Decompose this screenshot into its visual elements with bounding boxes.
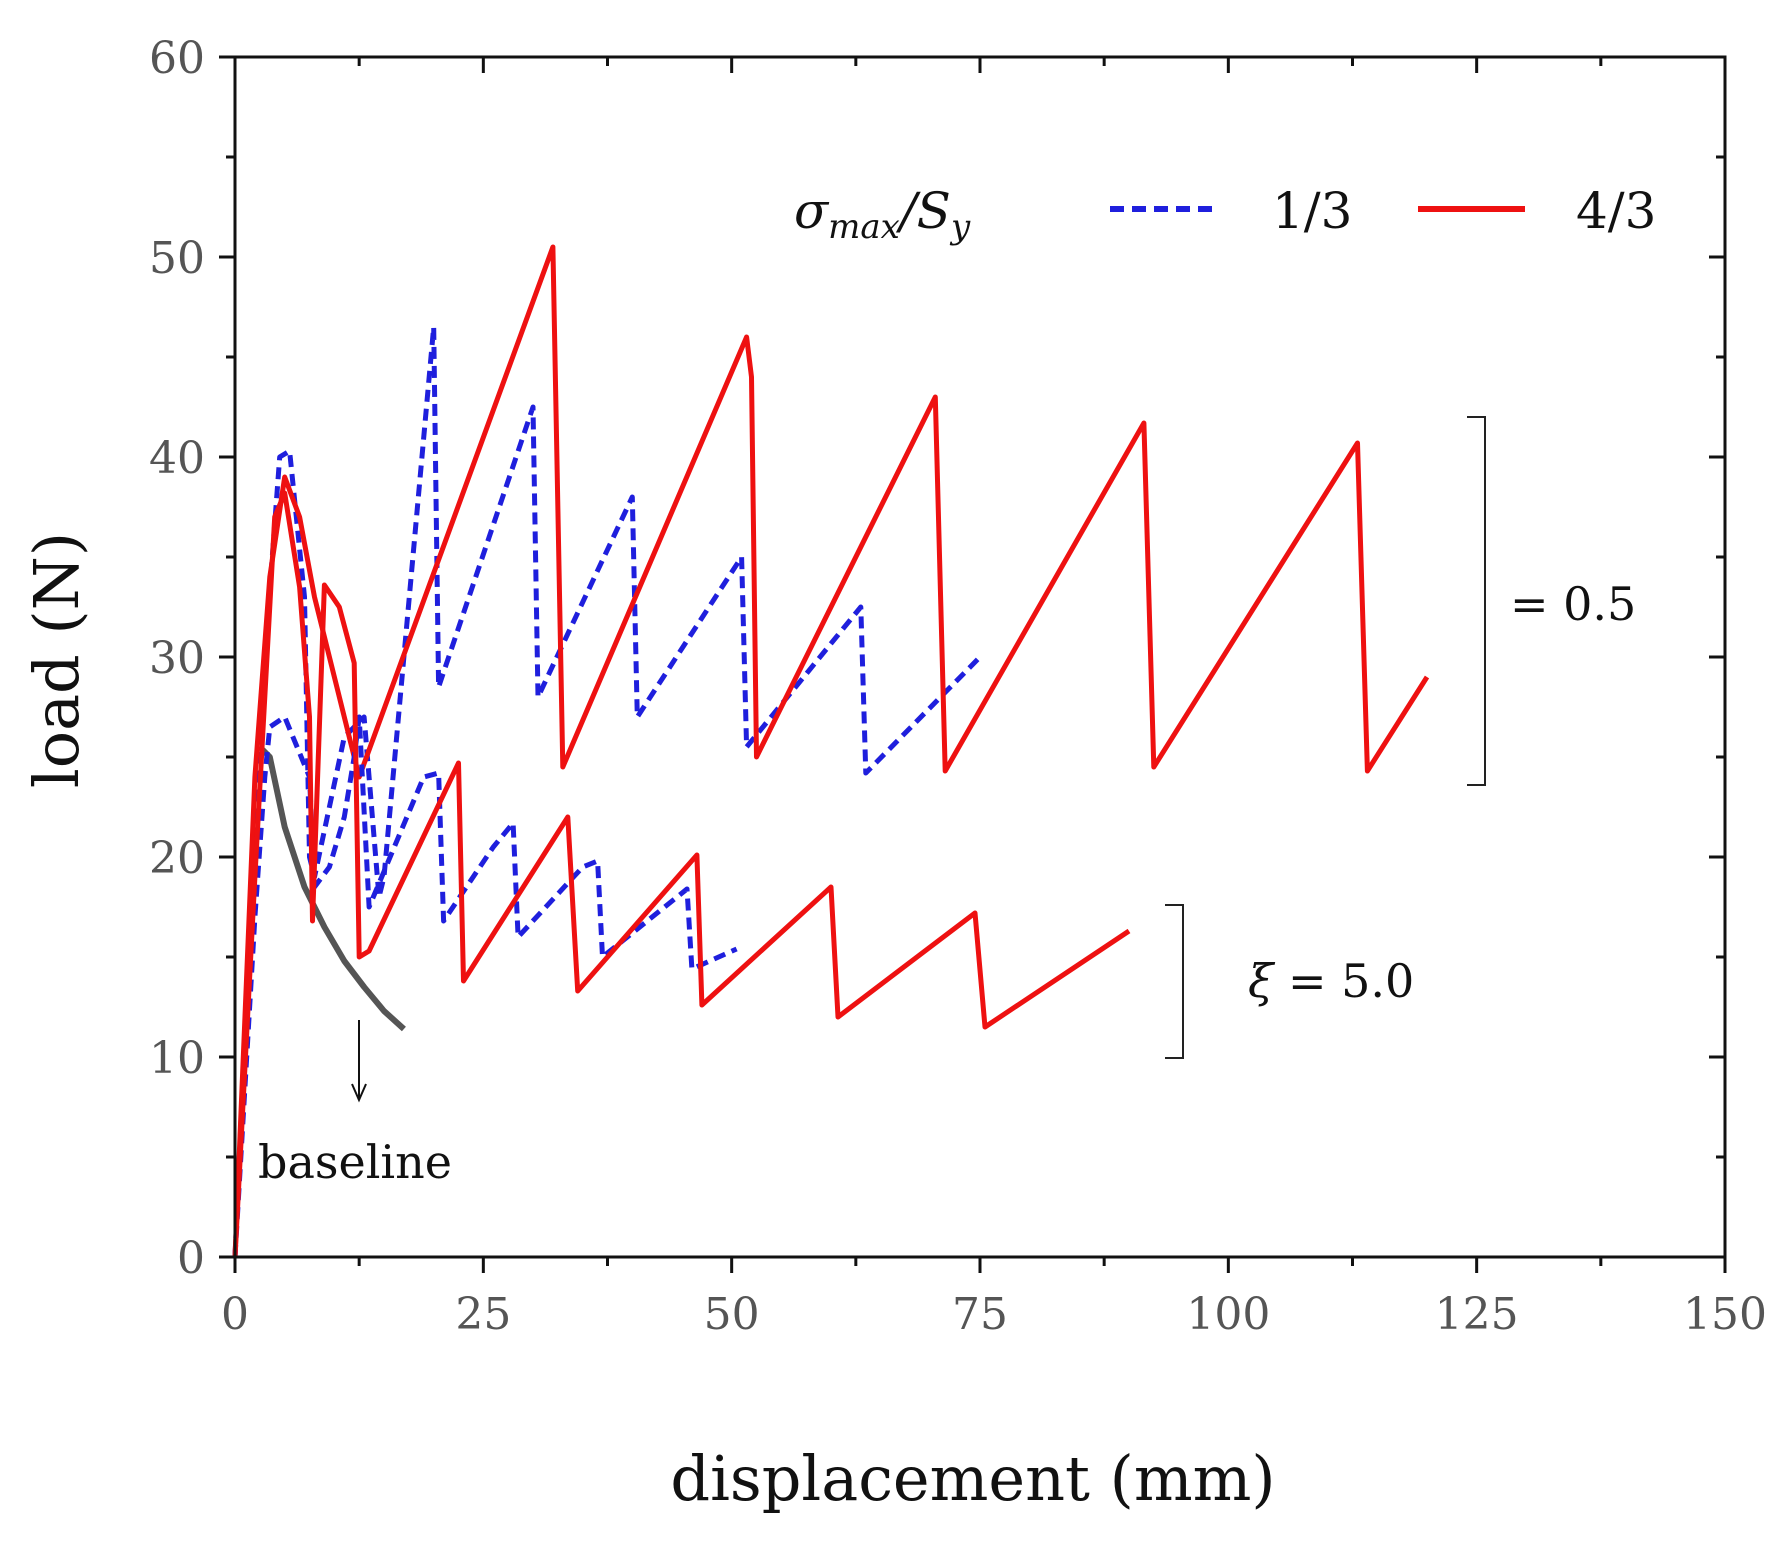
x-tick-label: 125 xyxy=(1435,1289,1519,1340)
x-tick-label: 75 xyxy=(952,1289,1008,1340)
x-tick-label: 25 xyxy=(455,1289,511,1340)
series-line-3 xyxy=(232,244,1430,1258)
x-tick-label: 150 xyxy=(1683,1289,1767,1340)
annotation-group-top: = 0.5 xyxy=(1467,416,1636,786)
bracket-top xyxy=(1467,416,1486,786)
x-tick-label: 0 xyxy=(221,1289,249,1340)
y-tick-label: 10 xyxy=(149,1033,205,1084)
series-line-1 xyxy=(257,744,406,1032)
legend-label-4-3: 4/3 xyxy=(1576,182,1656,240)
y-tick-label: 50 xyxy=(149,233,205,284)
annotation-group-bottom: ξ = 5.0 xyxy=(1165,904,1414,1059)
group-top-label: = 0.5 xyxy=(1510,577,1636,631)
y-tick-label: 30 xyxy=(149,633,205,684)
bracket-bottom xyxy=(1165,904,1184,1059)
x-axis-title: displacement (mm) xyxy=(670,1442,1275,1515)
group-bottom-label: ξ = 5.0 xyxy=(1248,954,1414,1008)
y-tick-label: 20 xyxy=(149,833,205,884)
baseline-arrow-head xyxy=(351,1083,367,1103)
annotation-baseline: baseline xyxy=(258,1020,452,1189)
series-layer xyxy=(232,244,1430,1258)
legend-title-sigma: σ xyxy=(794,182,830,240)
group-bottom-xi: ξ xyxy=(1248,954,1276,1008)
legend-title-sub-max: max xyxy=(828,207,900,247)
x-tick-label: 100 xyxy=(1186,1289,1270,1340)
y-tick-label: 40 xyxy=(149,433,205,484)
legend-title-sub-y: y xyxy=(949,207,971,247)
baseline-label: baseline xyxy=(258,1135,452,1189)
group-bottom-value: = 5.0 xyxy=(1273,954,1414,1008)
ticks-layer: 0 25 50 75 100 125 150 0 10 20 30 40 50 60 xyxy=(149,33,1767,1340)
y-axis-title: load (N) xyxy=(20,532,93,788)
series-line-2 xyxy=(232,324,982,1258)
series-line-5 xyxy=(232,490,1131,1258)
legend: σmax/Sy 1/3 4/3 xyxy=(794,182,1656,247)
x-tick-label: 50 xyxy=(704,1289,760,1340)
legend-label-1-3: 1/3 xyxy=(1272,182,1352,240)
y-tick-label: 60 xyxy=(149,33,205,84)
legend-title-mid: /S xyxy=(896,182,951,240)
y-tick-label: 0 xyxy=(177,1233,205,1284)
legend-title: σmax/Sy xyxy=(794,182,971,247)
series-line-4 xyxy=(232,714,738,1258)
